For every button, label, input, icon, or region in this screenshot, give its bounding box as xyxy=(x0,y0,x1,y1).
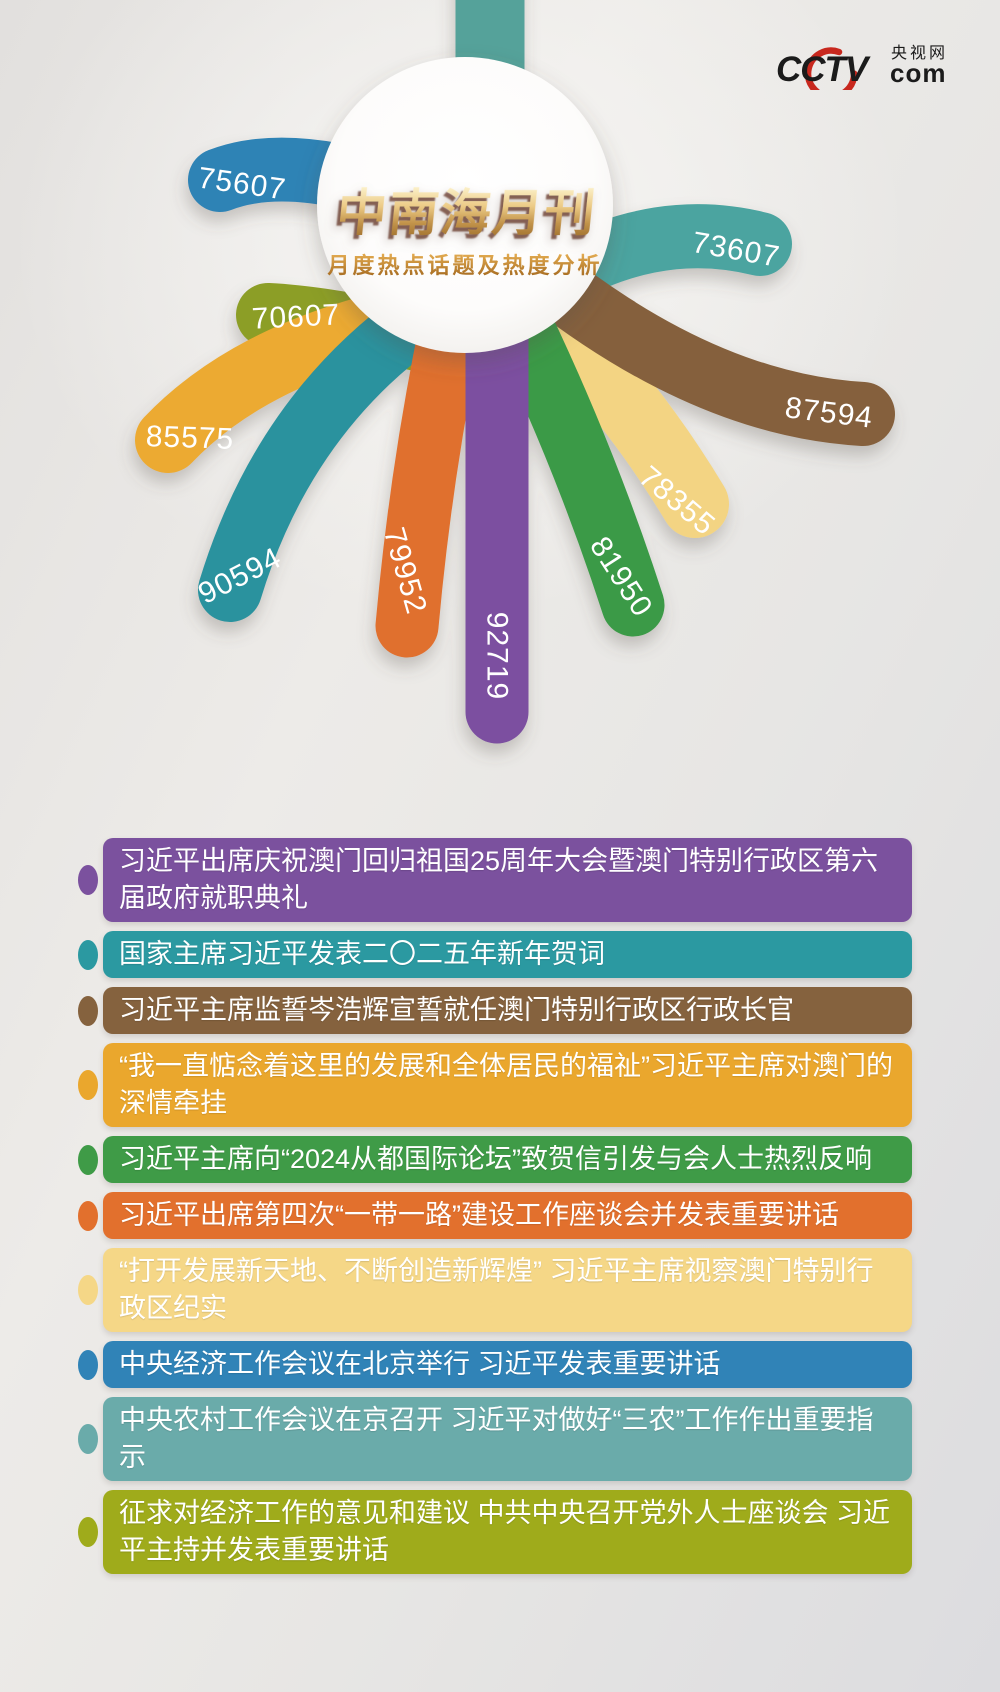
cctv-logo: CCTV 央视网 com xyxy=(776,44,948,90)
petal-81950 xyxy=(488,290,665,637)
petal-group xyxy=(135,0,895,744)
petal-87594 xyxy=(543,268,895,446)
topic-bar: 国家主席习近平发表二〇二五年新年贺词 xyxy=(103,931,912,978)
topic-bar: 习近平出席庆祝澳门回归祖国25周年大会暨澳门特别行政区第六届政府就职典礼 xyxy=(103,838,912,922)
topic-row: 中央农村工作会议在京召开 习近平对做好“三农”工作作出重要指示 xyxy=(78,1397,938,1481)
topic-row: “打开发展新天地、不断创造新辉煌” 习近平主席视察澳门特别行政区纪实 xyxy=(78,1248,938,1332)
topic-list: 习近平出席庆祝澳门回归祖国25周年大会暨澳门特别行政区第六届政府就职典礼国家主席… xyxy=(78,838,938,1583)
petal-73607 xyxy=(553,204,792,294)
topic-row: 习近平主席向“2024从都国际论坛”致贺信引发与会人士热烈反响 xyxy=(78,1136,938,1183)
topic-bar: 习近平主席向“2024从都国际论坛”致贺信引发与会人士热烈反响 xyxy=(103,1136,912,1183)
logo-red-swoosh-icon xyxy=(804,47,858,90)
topic-dot-icon xyxy=(78,1517,98,1547)
topic-dot-icon xyxy=(78,1424,98,1454)
petal-value: 70607 xyxy=(251,298,341,336)
petal-value: 92719 xyxy=(481,612,514,700)
topic-bar: 中央农村工作会议在京召开 习近平对做好“三农”工作作出重要指示 xyxy=(103,1397,912,1481)
topic-row: 中央经济工作会议在北京举行 习近平发表重要讲话 xyxy=(78,1341,938,1388)
logo-site-cn-text: 央视网 xyxy=(891,44,948,62)
logo-suffix-text: com xyxy=(890,58,946,88)
page-subtitle: 月度热点话题及热度分析 xyxy=(326,253,602,278)
topic-dot-icon xyxy=(78,1349,98,1380)
topic-dot-icon xyxy=(78,995,98,1026)
topic-dot-icon xyxy=(78,1144,98,1175)
topic-dot-icon xyxy=(78,865,98,895)
topic-bar: 习近平出席第四次“一带一路”建设工作座谈会并发表重要讲话 xyxy=(103,1192,912,1239)
topic-bar: 中央经济工作会议在北京举行 习近平发表重要讲话 xyxy=(103,1341,912,1388)
petal-90594 xyxy=(198,298,436,622)
topic-dot-icon xyxy=(78,1275,98,1305)
topic-row: “我一直惦念着这里的发展和全体居民的福祉”习近平主席对澳门的深情牵挂 xyxy=(78,1043,938,1127)
topic-dot-icon xyxy=(78,1070,98,1100)
topic-row: 国家主席习近平发表二〇二五年新年贺词 xyxy=(78,931,938,978)
page-title: 中南海月刊 xyxy=(334,185,600,241)
topic-row: 习近平出席第四次“一带一路”建设工作座谈会并发表重要讲话 xyxy=(78,1192,938,1239)
center-medallion xyxy=(317,57,613,353)
topic-dot-icon xyxy=(78,1200,98,1231)
petal-78355 xyxy=(514,284,729,538)
petal-value: 85575 xyxy=(145,420,235,456)
logo-brand-text: CCTV xyxy=(776,50,871,89)
topic-row: 习近平出席庆祝澳门回归祖国25周年大会暨澳门特别行政区第六届政府就职典礼 xyxy=(78,838,938,922)
topic-bar: “打开发展新天地、不断创造新辉煌” 习近平主席视察澳门特别行政区纪实 xyxy=(103,1248,912,1332)
topic-bar: 征求对经济工作的意见和建议 中共中央召开党外人士座谈会 习近平主持并发表重要讲话 xyxy=(103,1490,912,1574)
topic-row: 征求对经济工作的意见和建议 中共中央召开党外人士座谈会 习近平主持并发表重要讲话 xyxy=(78,1490,938,1574)
topic-dot-icon xyxy=(78,939,98,970)
topic-bar: 习近平主席监誓岑浩辉宣誓就任澳门特别行政区行政长官 xyxy=(103,987,912,1034)
petal-79952 xyxy=(375,290,484,658)
topic-bar: “我一直惦念着这里的发展和全体居民的福祉”习近平主席对澳门的深情牵挂 xyxy=(103,1043,912,1127)
topic-row: 习近平主席监誓岑浩辉宣誓就任澳门特别行政区行政长官 xyxy=(78,987,938,1034)
